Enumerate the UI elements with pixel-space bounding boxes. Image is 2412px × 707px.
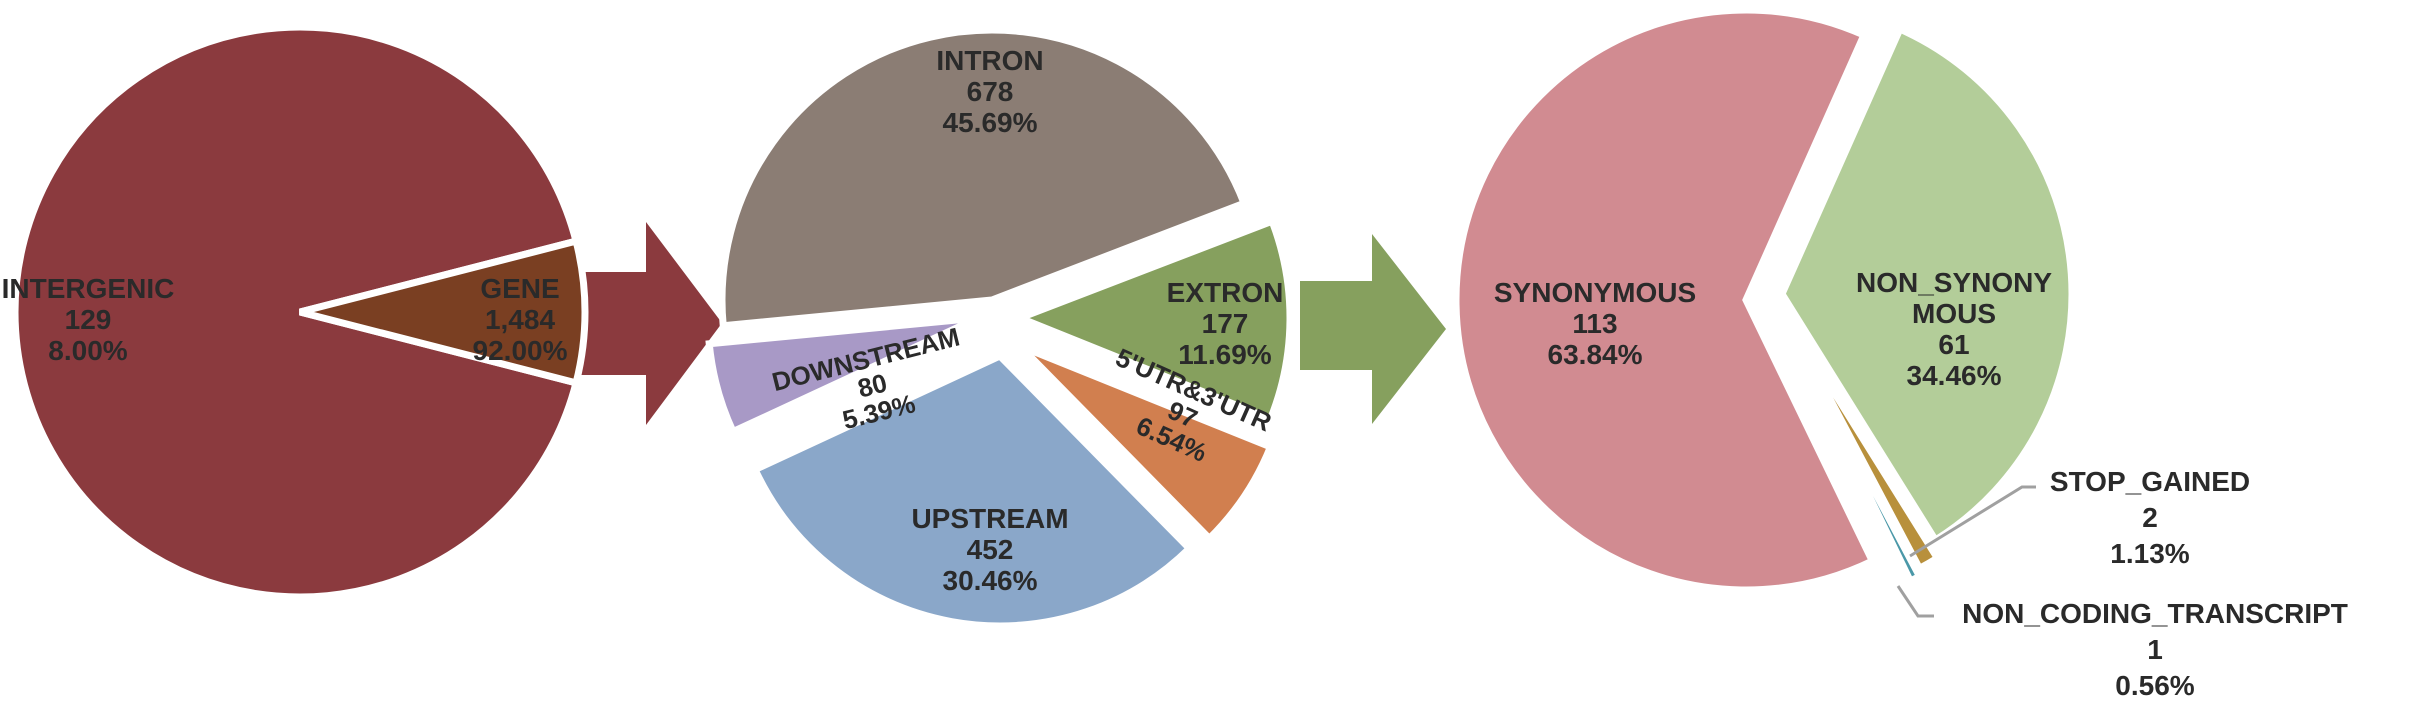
slice-label-non-coding-transcript: NON_CODING_TRANSCRIPT 1 0.56% [1962, 598, 2348, 701]
slice-label: SYNONYMOUS [1494, 277, 1696, 308]
flow-arrow-1 [560, 222, 722, 425]
slice-label-stop-gained: STOP_GAINED 2 1.13% [2050, 466, 2250, 569]
slice-label: MOUS [1912, 298, 1996, 329]
slice-label: EXTRON [1167, 277, 1284, 308]
pie-slice-stop-gained [1780, 310, 1943, 574]
slice-count: 129 [65, 304, 112, 335]
pie-slice-5-utr-3-utr [1017, 342, 1276, 544]
slice-label-gene: GENE 1,484 92.00% [473, 273, 568, 366]
slice-percent: 34.46% [1907, 360, 2002, 391]
slice-label-upstream: UPSTREAM 452 30.46% [911, 503, 1068, 596]
slice-percent: 30.46% [943, 565, 1038, 596]
pie-2 [705, 26, 1294, 630]
pie-slice-intron [718, 26, 1249, 330]
slice-count: 2 [2142, 502, 2158, 533]
pie-slice-downstream [705, 314, 980, 437]
slice-label-intron: INTRON 678 45.69% [936, 45, 1043, 138]
slice-label: GENE [480, 273, 559, 304]
leader-line-stop-gained [1909, 485, 2036, 558]
slice-label-synonymous: SYNONYMOUS 113 63.84% [1494, 277, 1696, 370]
flow-arrow-2 [1300, 234, 1446, 424]
leader-line-non-coding-transcript [1896, 585, 1934, 618]
pie-1 [11, 23, 589, 601]
slice-count: 177 [1202, 308, 1249, 339]
slice-percent: 8.00% [48, 335, 127, 366]
slice-label: INTRON [936, 45, 1043, 76]
slice-count: 678 [967, 76, 1014, 107]
pie-slice-non-synony-mous [1778, 24, 2076, 545]
slice-percent: 92.00% [473, 335, 568, 366]
pie-slice-gene [11, 23, 581, 601]
slice-percent: 1.13% [2110, 538, 2189, 569]
slice-percent: 63.84% [1548, 339, 1643, 370]
slice-label-extron: EXTRON 177 11.69% [1167, 277, 1284, 370]
slice-percent: 11.69% [1178, 339, 1272, 370]
pie-slice-non-coding-transcript [1780, 318, 1925, 586]
pie-slice-extron [1010, 216, 1294, 424]
pie-slice-intergenic [299, 236, 589, 388]
slice-count: 1 [2147, 634, 2163, 665]
slice-label: UPSTREAM [911, 503, 1068, 534]
slice-label: NON_CODING_TRANSCRIPT [1962, 598, 2348, 629]
slice-label: NON_SYNONY [1856, 267, 2052, 298]
slice-count: 80 [855, 367, 890, 403]
slice-count: 452 [967, 534, 1014, 565]
slice-label-intergenic: INTERGENIC 129 8.00% [2, 273, 175, 366]
pie-slice-synonymous [1452, 6, 1878, 594]
slice-count: 113 [1572, 308, 1617, 339]
slice-count: 61 [1938, 329, 1969, 360]
slice-count: 1,484 [485, 304, 555, 335]
slice-label: INTERGENIC [2, 273, 175, 304]
slice-percent: 0.56% [2115, 670, 2194, 701]
slice-label-non-synonymous: NON_SYNONY MOUS 61 34.46% [1856, 267, 2052, 391]
slice-percent: 45.69% [943, 107, 1038, 138]
slice-label: STOP_GAINED [2050, 466, 2250, 497]
pie-3 [1452, 6, 2076, 594]
pie-slice-upstream [750, 351, 1195, 630]
